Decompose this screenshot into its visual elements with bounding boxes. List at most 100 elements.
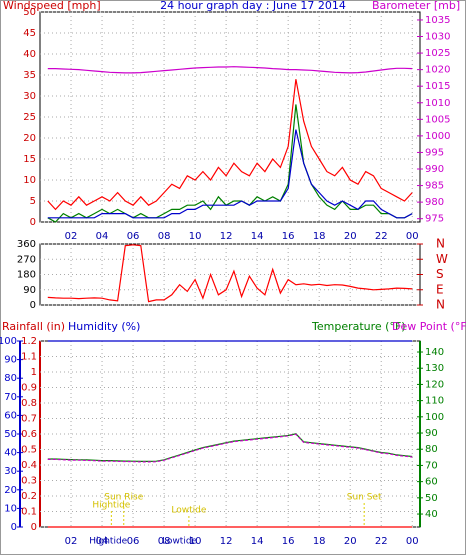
x-tick-label: 06 [127, 231, 140, 242]
y-tick-label: 0.3 [21, 476, 37, 487]
y-tick-label: 120 [425, 379, 444, 390]
y-tick-label: 1.2 [21, 336, 37, 347]
y-tick-label: 0 [11, 522, 17, 533]
legend-entry: Temperature (°F) [311, 320, 406, 333]
y-axis-title: Windspeed [mph] [3, 0, 101, 12]
y-tick-label: 1035 [425, 15, 450, 26]
series-line [47, 79, 413, 211]
y-tick-label: 1000 [425, 131, 450, 142]
x-tick-label: 04 [96, 536, 109, 547]
y-tick-label: 1025 [425, 48, 450, 59]
y-tick-label: 0.2 [21, 491, 37, 502]
y-tick-label: 0 [31, 522, 37, 533]
y-tick-label: 0.1 [21, 507, 37, 518]
y-tick-label: 0.8 [21, 398, 37, 409]
x-tick-label: 06 [127, 536, 140, 547]
x-tick-label: 20 [344, 231, 357, 242]
y-tick-label: 1020 [425, 65, 450, 76]
y-tick-label: N [436, 298, 445, 312]
series-line [47, 104, 413, 223]
x-tick-label: 02 [65, 536, 78, 547]
y-tick-label: 270 [17, 254, 36, 265]
axis-marker: Hightide [89, 537, 127, 547]
legend-entry: Rainfall (in) [2, 320, 65, 333]
y-tick-label: 80 [425, 444, 438, 455]
x-tick-label: 08 [158, 536, 171, 547]
y-tick-label: 40 [4, 448, 17, 459]
y-tick-label: 30 [4, 466, 17, 477]
x-tick-label: 08 [158, 231, 171, 242]
y-tick-label: 90 [23, 285, 36, 296]
x-tick-label: 04 [96, 231, 109, 242]
y-tick-label: 0 [30, 217, 36, 228]
y-tick-label: 20 [23, 133, 36, 144]
y-tick-label: E [436, 282, 444, 296]
y-tick-label: 90 [425, 428, 438, 439]
y-tick-label: 0.4 [21, 460, 37, 471]
axis-marker: Lowtide [162, 537, 197, 547]
y-tick-label: 25 [23, 112, 36, 123]
y-tick-label: 110 [425, 396, 444, 407]
y-tick-label: 45 [23, 28, 36, 39]
x-tick-label: 16 [282, 231, 295, 242]
y-tick-label: 40 [425, 509, 438, 520]
annotation: Sun Set [347, 493, 382, 503]
y-tick-label: 50 [425, 493, 438, 504]
series-line [47, 129, 413, 219]
y-tick-label: 70 [4, 392, 17, 403]
y-tick-label: 15 [23, 154, 36, 165]
y-tick-label: 10 [4, 503, 17, 514]
y-tick-label: 60 [425, 477, 438, 488]
x-tick-label: 14 [251, 231, 264, 242]
y-tick-label: 5 [30, 196, 36, 207]
y-tick-label: W [436, 252, 448, 266]
y-tick-label: 1030 [425, 32, 450, 43]
y-tick-label: 980 [425, 197, 444, 208]
y-tick-label: 975 [425, 214, 444, 225]
y-tick-label: 30 [23, 91, 36, 102]
y-tick-label: 100 [425, 412, 444, 423]
x-tick-label: 02 [65, 231, 78, 242]
y-tick-label: 140 [425, 347, 444, 358]
y-tick-label: 90 [4, 355, 17, 366]
annotation: Hightide [92, 501, 130, 511]
series-line [47, 433, 413, 463]
y-tick-label: 50 [23, 7, 36, 18]
x-tick-label: 10 [189, 536, 202, 547]
x-tick-label: 00 [406, 231, 419, 242]
y-tick-label: 10 [23, 175, 36, 186]
y-tick-label: 1 [31, 367, 37, 378]
chart-title: 24 hour graph day : June 17 2014 [160, 0, 346, 12]
legend-entry: Dew Point (°F) [392, 320, 466, 333]
y-tick-label: 40 [23, 49, 36, 60]
y-tick-label: 20 [4, 485, 17, 496]
x-tick-label: 18 [313, 536, 326, 547]
x-tick-label: 22 [375, 536, 388, 547]
y-tick-label: 995 [425, 147, 444, 158]
x-tick-label: 10 [189, 231, 202, 242]
y-tick-label: 100 [0, 336, 17, 347]
y-tick-label: 180 [17, 270, 36, 281]
y-tick-label: 1010 [425, 98, 450, 109]
legend-entry: Humidity (%) [68, 320, 140, 333]
x-tick-label: 12 [220, 536, 233, 547]
annotation: Sun Rise [104, 493, 143, 503]
y-tick-label: 0 [30, 300, 36, 311]
y-tick-label: 0.9 [21, 383, 37, 394]
y2-axis-title: Barometer [mb] [372, 0, 460, 12]
y-tick-label: 1.1 [21, 352, 37, 363]
y-tick-label: 130 [425, 363, 444, 374]
x-tick-label: 20 [344, 536, 357, 547]
y-tick-label: 80 [4, 373, 17, 384]
y-tick-label: 1015 [425, 81, 450, 92]
series-line [47, 66, 413, 74]
series-line [47, 244, 413, 303]
x-tick-label: 00 [406, 536, 419, 547]
y-tick-label: 50 [4, 429, 17, 440]
x-tick-label: 22 [375, 231, 388, 242]
y-tick-label: 0.5 [21, 445, 37, 456]
annotation: Lowtide [171, 506, 206, 516]
y-tick-label: N [436, 237, 445, 251]
x-tick-label: 12 [220, 231, 233, 242]
